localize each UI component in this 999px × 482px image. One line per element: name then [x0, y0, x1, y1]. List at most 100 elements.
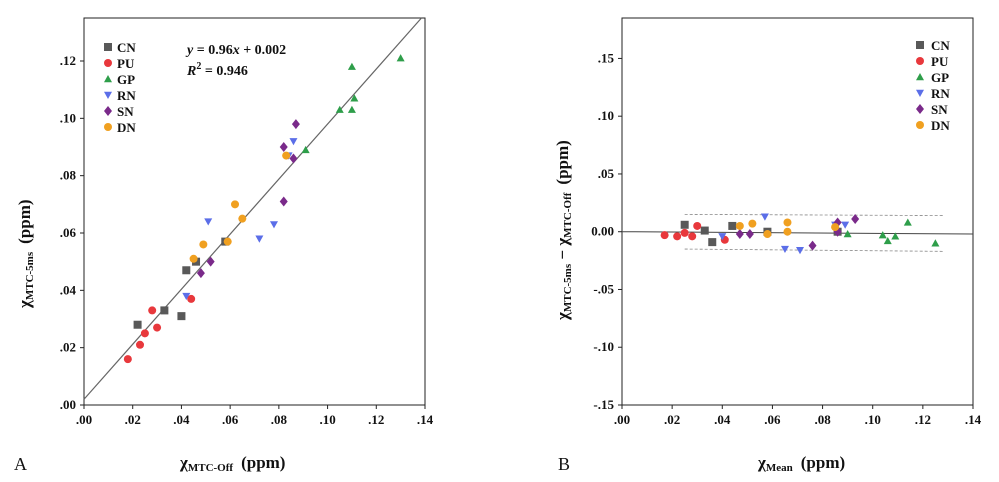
- x-tick-label: .04: [173, 412, 190, 427]
- data-point-dn: [735, 221, 744, 230]
- panel-b-lower-limit-line: [684, 248, 943, 252]
- data-point-cn: [728, 221, 737, 230]
- data-point-pu: [680, 228, 689, 237]
- x-tick-label: .10: [865, 412, 881, 427]
- y-tick-label: -.15: [593, 397, 614, 412]
- y-tick-label: .10: [598, 108, 614, 123]
- data-point-gp: [883, 236, 892, 245]
- legend-label-dn: DN: [931, 118, 950, 133]
- x-tick-label: .14: [965, 412, 982, 427]
- x-tick-label: .06: [764, 412, 781, 427]
- data-point-pu: [153, 323, 162, 332]
- legend-marker-cn: [104, 43, 112, 51]
- panel-a-x-ticks: .00 .02 .04 .06 .08 .10 .12 .14: [76, 405, 434, 427]
- legend-label-gp: GP: [931, 70, 949, 85]
- data-point-sn: [196, 268, 205, 279]
- data-point-rn: [718, 233, 727, 241]
- data-point-pu: [688, 232, 697, 241]
- panel-b-bland-altman: .00 .02 .04 .06 .08 .10 .12 .14 -.15 -.10 -.05 0.0…: [553, 17, 982, 474]
- panel-b-y-axis-title: χMTC-5ms − χMTC-Off(ppm): [553, 140, 574, 321]
- data-point-rn: [204, 218, 213, 226]
- legend-marker-dn: [104, 123, 112, 131]
- x-tick-label: .00: [76, 412, 92, 427]
- y-tick-label: .04: [60, 282, 77, 297]
- data-point-pu: [693, 221, 702, 230]
- x-tick-label: .10: [319, 412, 335, 427]
- panel-a-points: [123, 54, 405, 364]
- panel-a-legend: CN PU GP RN SN DN: [104, 40, 136, 135]
- data-point-rn: [780, 245, 789, 254]
- data-point-dn: [831, 223, 840, 232]
- data-point-cn: [177, 312, 186, 321]
- data-point-gp: [350, 94, 359, 102]
- legend-marker-sn: [916, 104, 924, 114]
- data-point-sn: [279, 196, 288, 207]
- y-tick-label: .00: [60, 397, 76, 412]
- data-point-dn: [223, 237, 232, 246]
- data-point-cn: [160, 306, 169, 315]
- data-point-dn: [199, 240, 208, 249]
- data-point-dn: [189, 254, 198, 263]
- legend-marker-pu: [104, 59, 112, 67]
- data-point-cn: [680, 220, 689, 229]
- legend-marker-gp: [104, 75, 112, 83]
- panel-b-label: B: [558, 454, 570, 474]
- data-point-gp: [878, 231, 887, 239]
- legend-label-sn: SN: [931, 102, 948, 117]
- data-point-cn: [133, 320, 142, 329]
- panel-b-legend: CN PU GP RN SN DN: [916, 38, 950, 133]
- x-tick-label: .08: [814, 412, 831, 427]
- data-point-sn: [206, 256, 215, 267]
- x-tick-label: .08: [271, 412, 288, 427]
- data-point-sn: [851, 214, 860, 225]
- data-point-pu: [187, 294, 196, 303]
- x-tick-label: .02: [125, 412, 141, 427]
- r-squared-label: R2 = 0.946: [186, 61, 248, 79]
- y-tick-label: .05: [598, 166, 615, 181]
- data-point-gp: [903, 218, 912, 226]
- panel-b-upper-limit-line: [684, 213, 943, 216]
- data-point-sn: [745, 229, 754, 240]
- panel-a-y-ticks: .00 .02 .04 .06 .08 .10 .12: [60, 53, 84, 412]
- data-point-rn: [841, 221, 850, 229]
- data-point-gp: [843, 230, 852, 238]
- data-point-sn: [289, 153, 298, 164]
- panel-a-fit-line: [83, 17, 422, 400]
- legend-label-pu: PU: [931, 54, 949, 69]
- data-point-rn: [269, 221, 278, 229]
- legend-label-pu: PU: [117, 56, 135, 71]
- data-point-cn: [700, 226, 709, 235]
- x-tick-label: .04: [714, 412, 731, 427]
- legend-marker-sn: [104, 106, 112, 116]
- legend-marker-rn: [104, 91, 112, 99]
- data-point-sn: [735, 229, 744, 240]
- y-tick-label: .12: [60, 53, 76, 68]
- legend-label-rn: RN: [117, 88, 136, 103]
- data-point-cn: [708, 238, 717, 247]
- data-point-pu: [140, 329, 149, 338]
- panel-a-x-axis-title: χMTC-Off (ppm): [179, 453, 285, 474]
- data-point-dn: [748, 219, 757, 228]
- data-point-pu: [123, 355, 132, 364]
- y-tick-label: .06: [60, 225, 77, 240]
- legend-marker-cn: [916, 41, 924, 49]
- legend-label-cn: CN: [931, 38, 950, 53]
- data-point-rn: [289, 138, 298, 146]
- y-tick-label: .10: [60, 110, 76, 125]
- data-point-gp: [931, 239, 940, 247]
- data-point-dn: [231, 200, 240, 209]
- panel-b-x-axis-title: χMean (ppm): [757, 453, 845, 474]
- data-point-gp: [347, 62, 356, 70]
- data-point-dn: [783, 227, 792, 236]
- x-tick-label: .00: [614, 412, 630, 427]
- x-tick-label: .12: [368, 412, 384, 427]
- data-point-dn: [763, 230, 772, 239]
- x-tick-label: .06: [222, 412, 239, 427]
- y-tick-label: .02: [60, 340, 76, 355]
- x-tick-label: .02: [664, 412, 680, 427]
- panel-a-y-axis-title: χMTC-5ms(ppm): [15, 199, 36, 309]
- y-tick-label: -.05: [593, 281, 614, 296]
- data-point-dn: [282, 151, 291, 160]
- data-point-pu: [136, 340, 145, 349]
- legend-label-rn: RN: [931, 86, 950, 101]
